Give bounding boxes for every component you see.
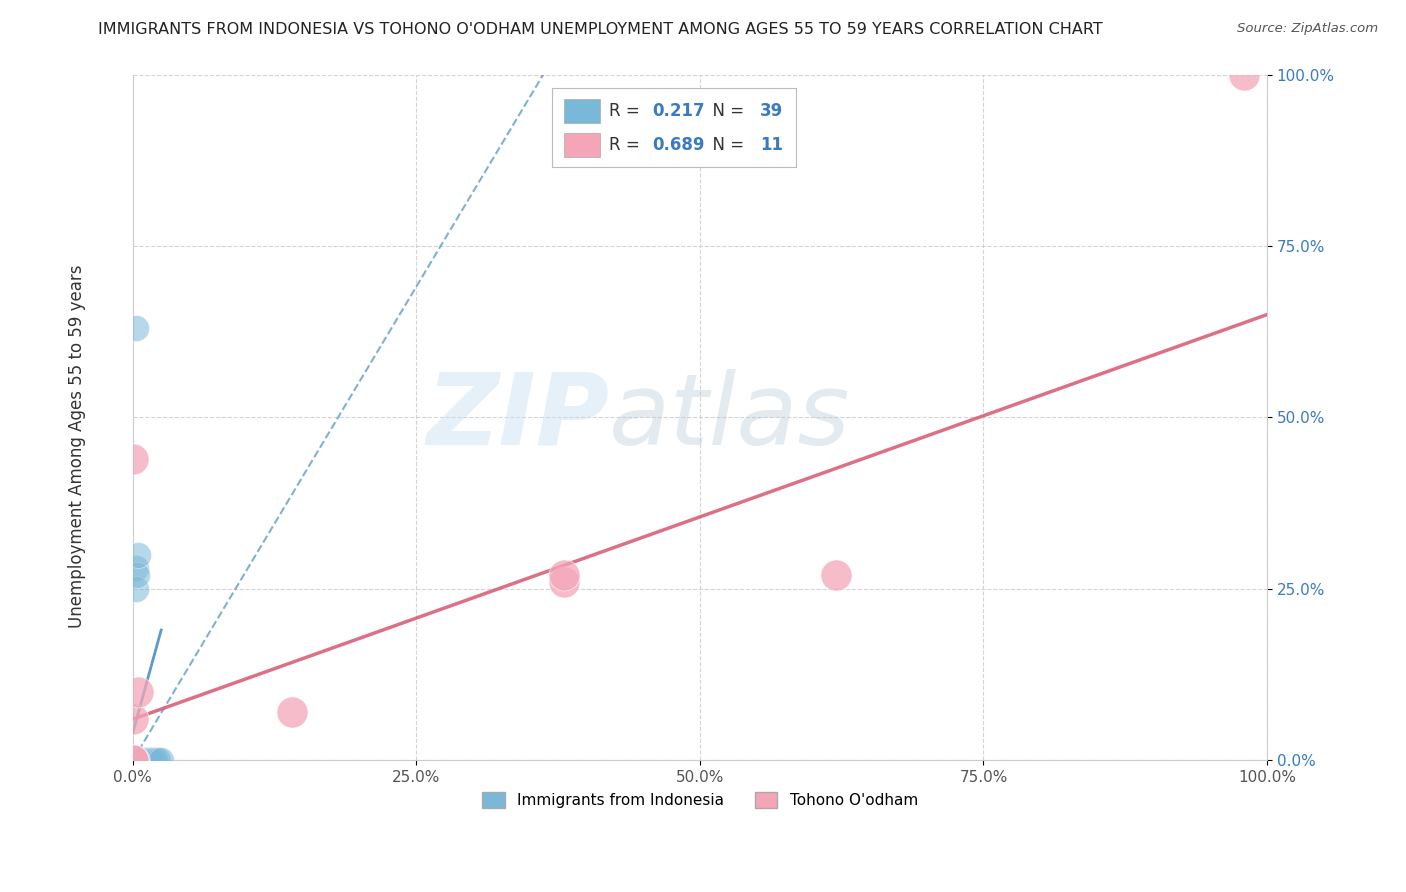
- Point: [129, 753, 152, 767]
- Text: R =: R =: [609, 136, 645, 153]
- Point: [121, 753, 143, 767]
- Point: [146, 753, 169, 767]
- Point: [122, 753, 145, 767]
- Point: [121, 451, 143, 466]
- Point: [127, 753, 149, 767]
- Point: [135, 753, 157, 767]
- Point: [136, 753, 159, 767]
- Point: [825, 568, 848, 582]
- Point: [121, 753, 143, 767]
- Point: [128, 753, 150, 767]
- Point: [125, 753, 148, 767]
- Point: [121, 753, 143, 767]
- Point: [127, 753, 149, 767]
- Text: 0.217: 0.217: [652, 102, 704, 120]
- Point: [125, 582, 148, 596]
- Point: [134, 753, 156, 767]
- Point: [124, 753, 146, 767]
- Point: [134, 753, 156, 767]
- FancyBboxPatch shape: [553, 88, 796, 167]
- Point: [280, 706, 302, 720]
- Text: Unemployment Among Ages 55 to 59 years: Unemployment Among Ages 55 to 59 years: [69, 264, 86, 628]
- Legend: Immigrants from Indonesia, Tohono O'odham: Immigrants from Indonesia, Tohono O'odha…: [475, 786, 924, 814]
- Point: [125, 561, 148, 575]
- Point: [125, 321, 148, 335]
- Text: Source: ZipAtlas.com: Source: ZipAtlas.com: [1237, 22, 1378, 36]
- Point: [142, 753, 165, 767]
- Point: [121, 753, 143, 767]
- Point: [129, 753, 152, 767]
- Text: 11: 11: [761, 136, 783, 153]
- Point: [127, 753, 149, 767]
- Point: [553, 568, 575, 582]
- Point: [122, 753, 145, 767]
- Point: [139, 753, 162, 767]
- FancyBboxPatch shape: [564, 98, 600, 122]
- Point: [127, 548, 149, 562]
- Point: [150, 753, 173, 767]
- Point: [139, 753, 162, 767]
- Point: [132, 753, 155, 767]
- Text: atlas: atlas: [609, 369, 851, 466]
- Point: [125, 753, 148, 767]
- Point: [127, 753, 149, 767]
- Text: N =: N =: [702, 102, 744, 120]
- Point: [121, 712, 143, 726]
- Point: [127, 685, 149, 699]
- Point: [125, 753, 148, 767]
- Point: [145, 753, 167, 767]
- Text: ZIP: ZIP: [426, 369, 609, 466]
- Point: [128, 753, 150, 767]
- Point: [1233, 68, 1256, 82]
- Text: R =: R =: [609, 102, 645, 120]
- Point: [127, 568, 149, 582]
- Text: IMMIGRANTS FROM INDONESIA VS TOHONO O'ODHAM UNEMPLOYMENT AMONG AGES 55 TO 59 YEA: IMMIGRANTS FROM INDONESIA VS TOHONO O'OD…: [98, 22, 1104, 37]
- Text: 0.689: 0.689: [652, 136, 704, 153]
- Point: [121, 753, 143, 767]
- Point: [127, 753, 149, 767]
- Point: [121, 753, 143, 767]
- Point: [553, 575, 575, 590]
- Point: [121, 753, 143, 767]
- Point: [121, 753, 143, 767]
- Text: 39: 39: [761, 102, 783, 120]
- Point: [121, 753, 143, 767]
- Point: [124, 753, 146, 767]
- Text: N =: N =: [702, 136, 744, 153]
- FancyBboxPatch shape: [564, 133, 600, 157]
- Point: [131, 753, 153, 767]
